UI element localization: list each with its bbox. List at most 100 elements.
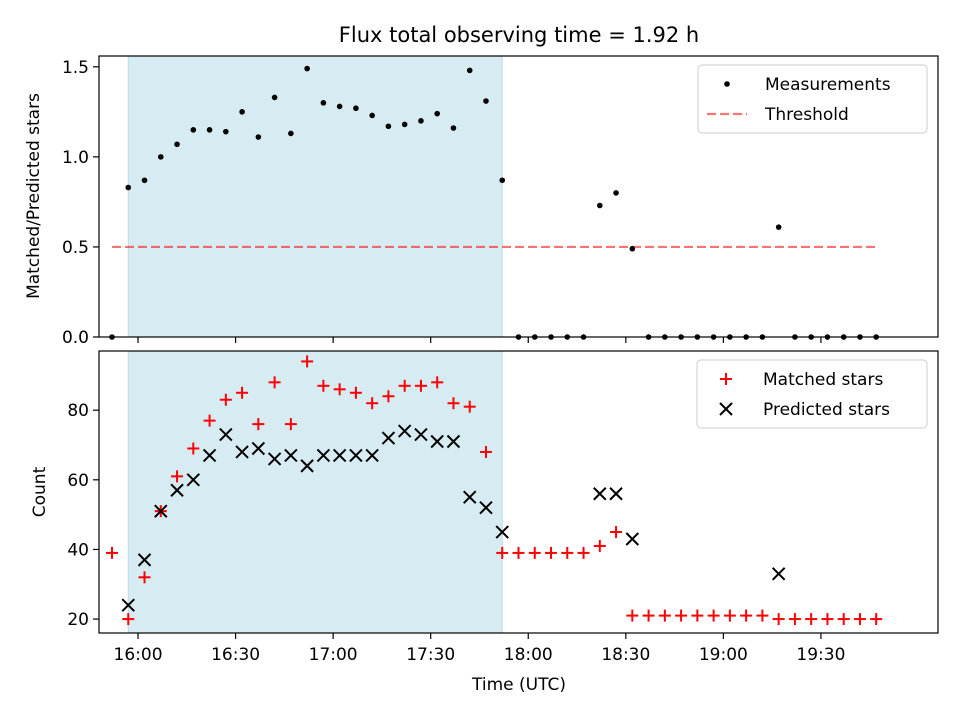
predicted-point	[349, 448, 363, 463]
predicted-point	[284, 448, 298, 463]
predicted-point	[365, 448, 379, 463]
measurement-point	[434, 110, 441, 117]
predicted-point	[430, 434, 444, 449]
measurement-point	[596, 202, 603, 209]
ratio-marks	[109, 65, 880, 340]
predicted-point	[771, 567, 786, 581]
predicted-point	[186, 473, 201, 487]
count-marks	[106, 355, 883, 626]
matched-point	[691, 609, 704, 622]
legend-label-measurements: Measurements	[765, 75, 891, 95]
measurement-point	[125, 184, 132, 191]
cross-b	[719, 402, 733, 416]
x-tick-label: 17:30	[406, 645, 455, 665]
matched-point	[772, 613, 785, 626]
cross-b	[137, 553, 152, 567]
predicted-point	[593, 487, 607, 501]
legend-box	[697, 64, 928, 134]
matched-point	[106, 546, 119, 559]
matched-point	[236, 386, 249, 399]
cross-b	[479, 500, 493, 515]
measurement-point	[353, 105, 359, 112]
measurement-point	[255, 134, 262, 140]
matched-point	[626, 609, 639, 622]
matched-point	[138, 571, 151, 584]
matched-point	[431, 376, 444, 389]
predicted-point	[121, 598, 135, 612]
measurement-point	[336, 103, 343, 110]
predicted-point	[219, 427, 233, 442]
y-tick-label: 60	[67, 471, 89, 491]
figure-title: Flux total observing time = 1.92 h	[339, 23, 699, 47]
shaded-span	[127, 350, 503, 634]
measurement-point	[239, 109, 245, 115]
cross-b	[154, 504, 168, 518]
measurement-point	[483, 98, 489, 104]
cross-b	[381, 431, 396, 445]
legend-label-threshold: Threshold	[764, 105, 849, 125]
matched-point	[756, 609, 769, 622]
y-tick-label: 0.0	[62, 328, 89, 348]
matched-point	[593, 539, 606, 552]
matched-point	[301, 355, 314, 368]
matched-point	[561, 546, 574, 559]
predicted-point	[154, 504, 168, 518]
matched-point	[366, 397, 379, 410]
matched-point	[463, 400, 476, 413]
cross-b	[414, 427, 428, 442]
matched-point	[610, 526, 623, 539]
x-tick-label: 19:30	[796, 645, 845, 665]
measurement-point	[223, 128, 229, 135]
cross-b	[446, 434, 461, 449]
cross-b	[235, 445, 249, 459]
measurement-point	[157, 154, 164, 160]
predicted-point	[332, 448, 347, 463]
matched-point	[837, 613, 850, 626]
matched-point	[333, 383, 346, 396]
x-tick-label: 16:30	[211, 645, 260, 665]
matched-point	[284, 418, 297, 431]
measurement-point	[418, 118, 424, 124]
cross-b	[202, 448, 217, 463]
matched-point	[870, 613, 883, 626]
matched-point	[479, 445, 492, 458]
measurement-point	[206, 127, 213, 133]
y-axis-label: Matched/Predicted stars	[24, 93, 44, 299]
measurement-point	[613, 190, 619, 196]
cross-b	[121, 598, 135, 612]
measurement-point	[499, 177, 506, 184]
measurement-point	[450, 125, 457, 131]
measurement-point	[190, 127, 197, 133]
matched-point	[545, 546, 558, 559]
matched-point	[642, 609, 655, 622]
predicted-point	[609, 487, 623, 501]
measurement-point	[304, 65, 310, 72]
shaded-span	[127, 55, 503, 338]
matched-point	[821, 613, 834, 626]
cross-b	[251, 441, 266, 456]
predicted-point	[316, 448, 331, 463]
predicted-point	[251, 441, 266, 456]
cross-b	[170, 483, 184, 497]
observing-span-shade	[127, 55, 503, 338]
matched-point	[675, 609, 688, 622]
cross-b	[593, 487, 607, 501]
legend: Matched stars Predicted stars	[696, 359, 928, 429]
predicted-point	[446, 434, 461, 449]
y-tick-label: 80	[67, 401, 89, 421]
matched-point	[219, 393, 232, 406]
predicted-point	[202, 448, 217, 463]
legend-marker-measurements	[724, 81, 730, 87]
matched-point	[317, 379, 330, 392]
x-ticks: 16:00 16:30 17:00 17:30 18:00 18:30 19:00 19:30	[114, 633, 845, 665]
y-ticks: 20 40 60 80	[67, 401, 99, 630]
cross-b	[316, 448, 331, 463]
matched-point	[171, 470, 184, 483]
x-tick-label: 17:00	[309, 645, 358, 665]
x-ticks	[137, 337, 822, 343]
predicted-point	[495, 525, 509, 539]
cross-b	[284, 448, 298, 463]
matched-point	[122, 613, 135, 626]
matched-point	[528, 546, 541, 559]
